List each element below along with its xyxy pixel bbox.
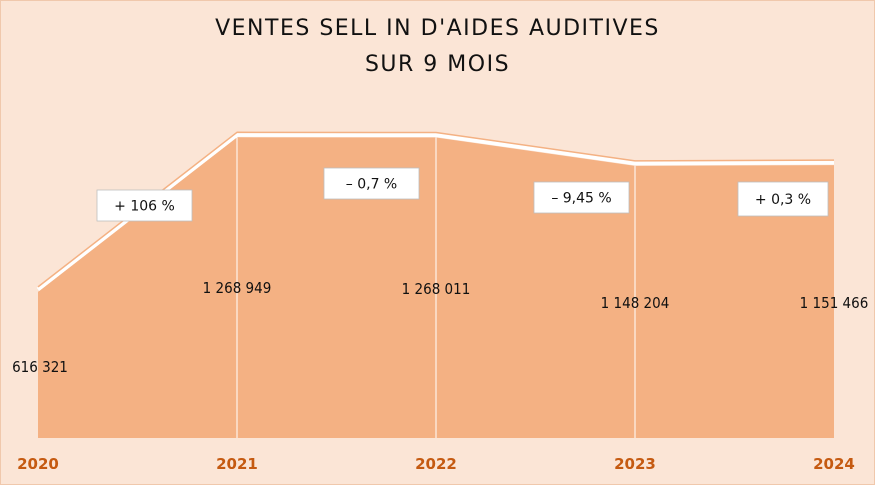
area-top-outline (37, 131, 835, 288)
x-tick-label: 2020 (17, 455, 59, 473)
change-label: + 0,3 % (755, 192, 811, 208)
x-tick-label: 2022 (415, 455, 457, 473)
data-label: 1 151 466 (800, 294, 869, 312)
area-top-edge (36, 132, 835, 291)
change-badge: – 9,45 % (533, 181, 630, 214)
change-label: – 9,45 % (551, 191, 611, 207)
data-label: 616 321 (12, 358, 68, 376)
change-label: – 0,7 % (346, 177, 397, 193)
chart-title: VENTES SELL IN D'AIDES AUDITIVES (215, 16, 660, 41)
x-tick-label: 2021 (216, 455, 258, 473)
change-badge: + 106 % (96, 189, 193, 222)
data-label: 1 268 011 (402, 280, 471, 298)
x-tick-label: 2023 (614, 455, 656, 473)
change-badge: – 0,7 % (323, 167, 420, 200)
data-label: 1 148 204 (601, 294, 670, 312)
chart-subtitle: SUR 9 MOIS (364, 52, 511, 77)
change-label: + 106 % (114, 199, 175, 215)
x-tick-label: 2024 (813, 455, 855, 473)
change-badge: + 0,3 % (737, 181, 829, 217)
data-label: 1 268 949 (203, 279, 272, 297)
